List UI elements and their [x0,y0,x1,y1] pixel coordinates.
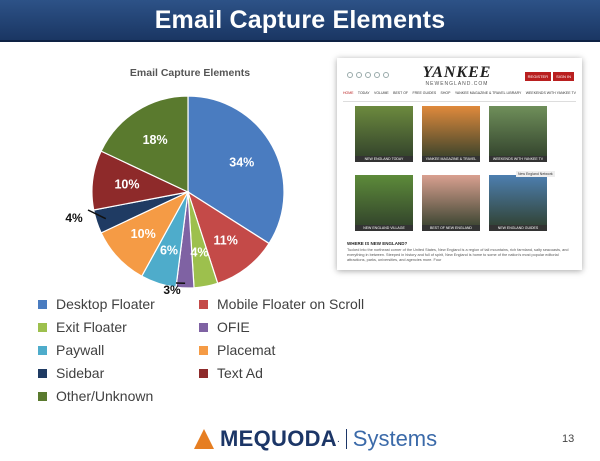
legend-item: Other/Unknown [38,388,153,404]
site-tile-caption[interactable]: BEST OF NEW ENGLAND [422,225,480,231]
site-tile-image[interactable] [489,106,547,162]
leader-line [87,209,107,220]
site-nav-item[interactable]: VOLUME [373,91,389,95]
site-tile-caption[interactable]: NEW ENGLAND VILLAGE [355,225,413,231]
legend-swatch [38,322,47,332]
website-screenshot: YANKEE NEWENGLAND.COM REGISTER SIGN IN H… [337,58,582,270]
legend-swatch [199,299,208,309]
register-button[interactable]: REGISTER [524,72,552,81]
site-nav-item[interactable]: TODAY [357,91,370,95]
site-tile-image[interactable] [489,175,547,231]
social-icon[interactable] [356,72,362,78]
footer-logo: MEQUODA . Systems [194,426,437,452]
network-tag: New England Network [516,171,555,177]
site-tile-caption[interactable]: NEW ENGLAND GUIDES [489,225,547,231]
legend-item: Text Ad [199,365,263,381]
social-icon[interactable] [383,72,389,78]
site-tile-caption[interactable]: NEW ENGLAND TODAY [355,156,413,162]
site-logo[interactable]: YANKEE [422,64,492,81]
legend-item: Desktop Floater [38,296,155,312]
footer-divider [345,429,347,449]
slice-label: 10% [131,227,156,241]
legend-item: Paywall [38,342,104,358]
where-paragraph: Tucked into the northeast corner of the … [347,248,569,262]
site-nav-item[interactable]: HOME [343,91,354,95]
legend-item: Mobile Floater on Scroll [199,296,364,312]
legend-swatch [199,345,208,355]
slice-label: 4% [65,211,83,225]
legend-label: Exit Floater [56,319,127,335]
legend-item: OFIE [199,319,250,335]
slice-label: 3% [163,283,181,297]
footer-sub: Systems [352,426,438,451]
social-icon[interactable] [347,72,353,78]
legend-swatch [38,368,47,378]
slice-label: 18% [143,133,168,147]
site-nav-item[interactable]: YANKEE MAGAZINE & TRAVEL LIBRARY [454,91,522,95]
social-icon[interactable] [365,72,371,78]
footer-brand: MEQUODA [220,426,337,451]
site-nav-item[interactable]: FREE GUIDES [412,91,437,95]
title-bar: Email Capture Elements [0,0,600,42]
site-tile-image[interactable] [422,175,480,231]
site-tile-image[interactable] [355,106,413,162]
legend-item: Sidebar [38,365,104,381]
site-nav-item[interactable]: BEST OF [393,91,409,95]
where-heading: WHERE IS NEW ENGLAND? [347,241,408,246]
site-tile-image[interactable] [422,106,480,162]
legend-label: Other/Unknown [56,388,154,404]
footer-brand-dot: . [337,433,340,445]
legend-swatch [38,391,47,401]
legend-label: Paywall [56,342,105,358]
site-tile-caption[interactable]: WEEKENDS WITH YANKEE TV [489,156,547,162]
legend-label: Text Ad [217,365,263,381]
slice-label: 34% [229,155,254,169]
legend-swatch [199,368,208,378]
slice-label: 4% [190,245,208,259]
slice-label: 10% [114,177,139,191]
pie-slice-mobile-floater-on-scroll [186,190,270,285]
legend-swatch [38,345,47,355]
site-nav: HOME TODAY VOLUME BEST OF FREE GUIDES SHOP YAN… [343,91,576,102]
page-title: Email Capture Elements [154,5,446,34]
legend-swatch [199,322,208,332]
social-icon[interactable] [374,72,380,78]
legend-label: Mobile Floater on Scroll [217,296,365,312]
legend-item: Exit Floater [38,319,127,335]
mequoda-triangle-icon [194,429,214,449]
site-tile-caption[interactable]: YANKEE MAGAZINE & TRAVEL LIBRARY [422,156,480,162]
page-number: 13 [562,433,575,445]
chart-title: Email Capture Elements [130,67,250,79]
legend-label: Sidebar [56,365,105,381]
slice-label: 6% [160,243,178,257]
site-logo-sub: NEWENGLAND.COM [425,81,489,87]
pie-chart: Email Capture Elements 34% 11% 4% 3% 6% 10% 4%… [65,67,285,297]
legend-swatch [38,299,47,309]
site-nav-item[interactable]: WEEKENDS WITH YANKEE TV [525,91,576,95]
legend-label: Desktop Floater [56,296,155,312]
legend-label: Placemat [217,342,276,358]
social-icons [347,72,389,78]
pie-slice-other-unknown [100,95,189,193]
site-nav-item[interactable]: SHOP [440,91,451,95]
account-buttons: REGISTER SIGN IN [524,72,574,81]
legend-item: Placemat [199,342,275,358]
legend-label: OFIE [217,319,250,335]
sign-in-button[interactable]: SIGN IN [553,72,574,81]
site-tile-image[interactable] [355,175,413,231]
slice-label: 11% [214,234,238,248]
